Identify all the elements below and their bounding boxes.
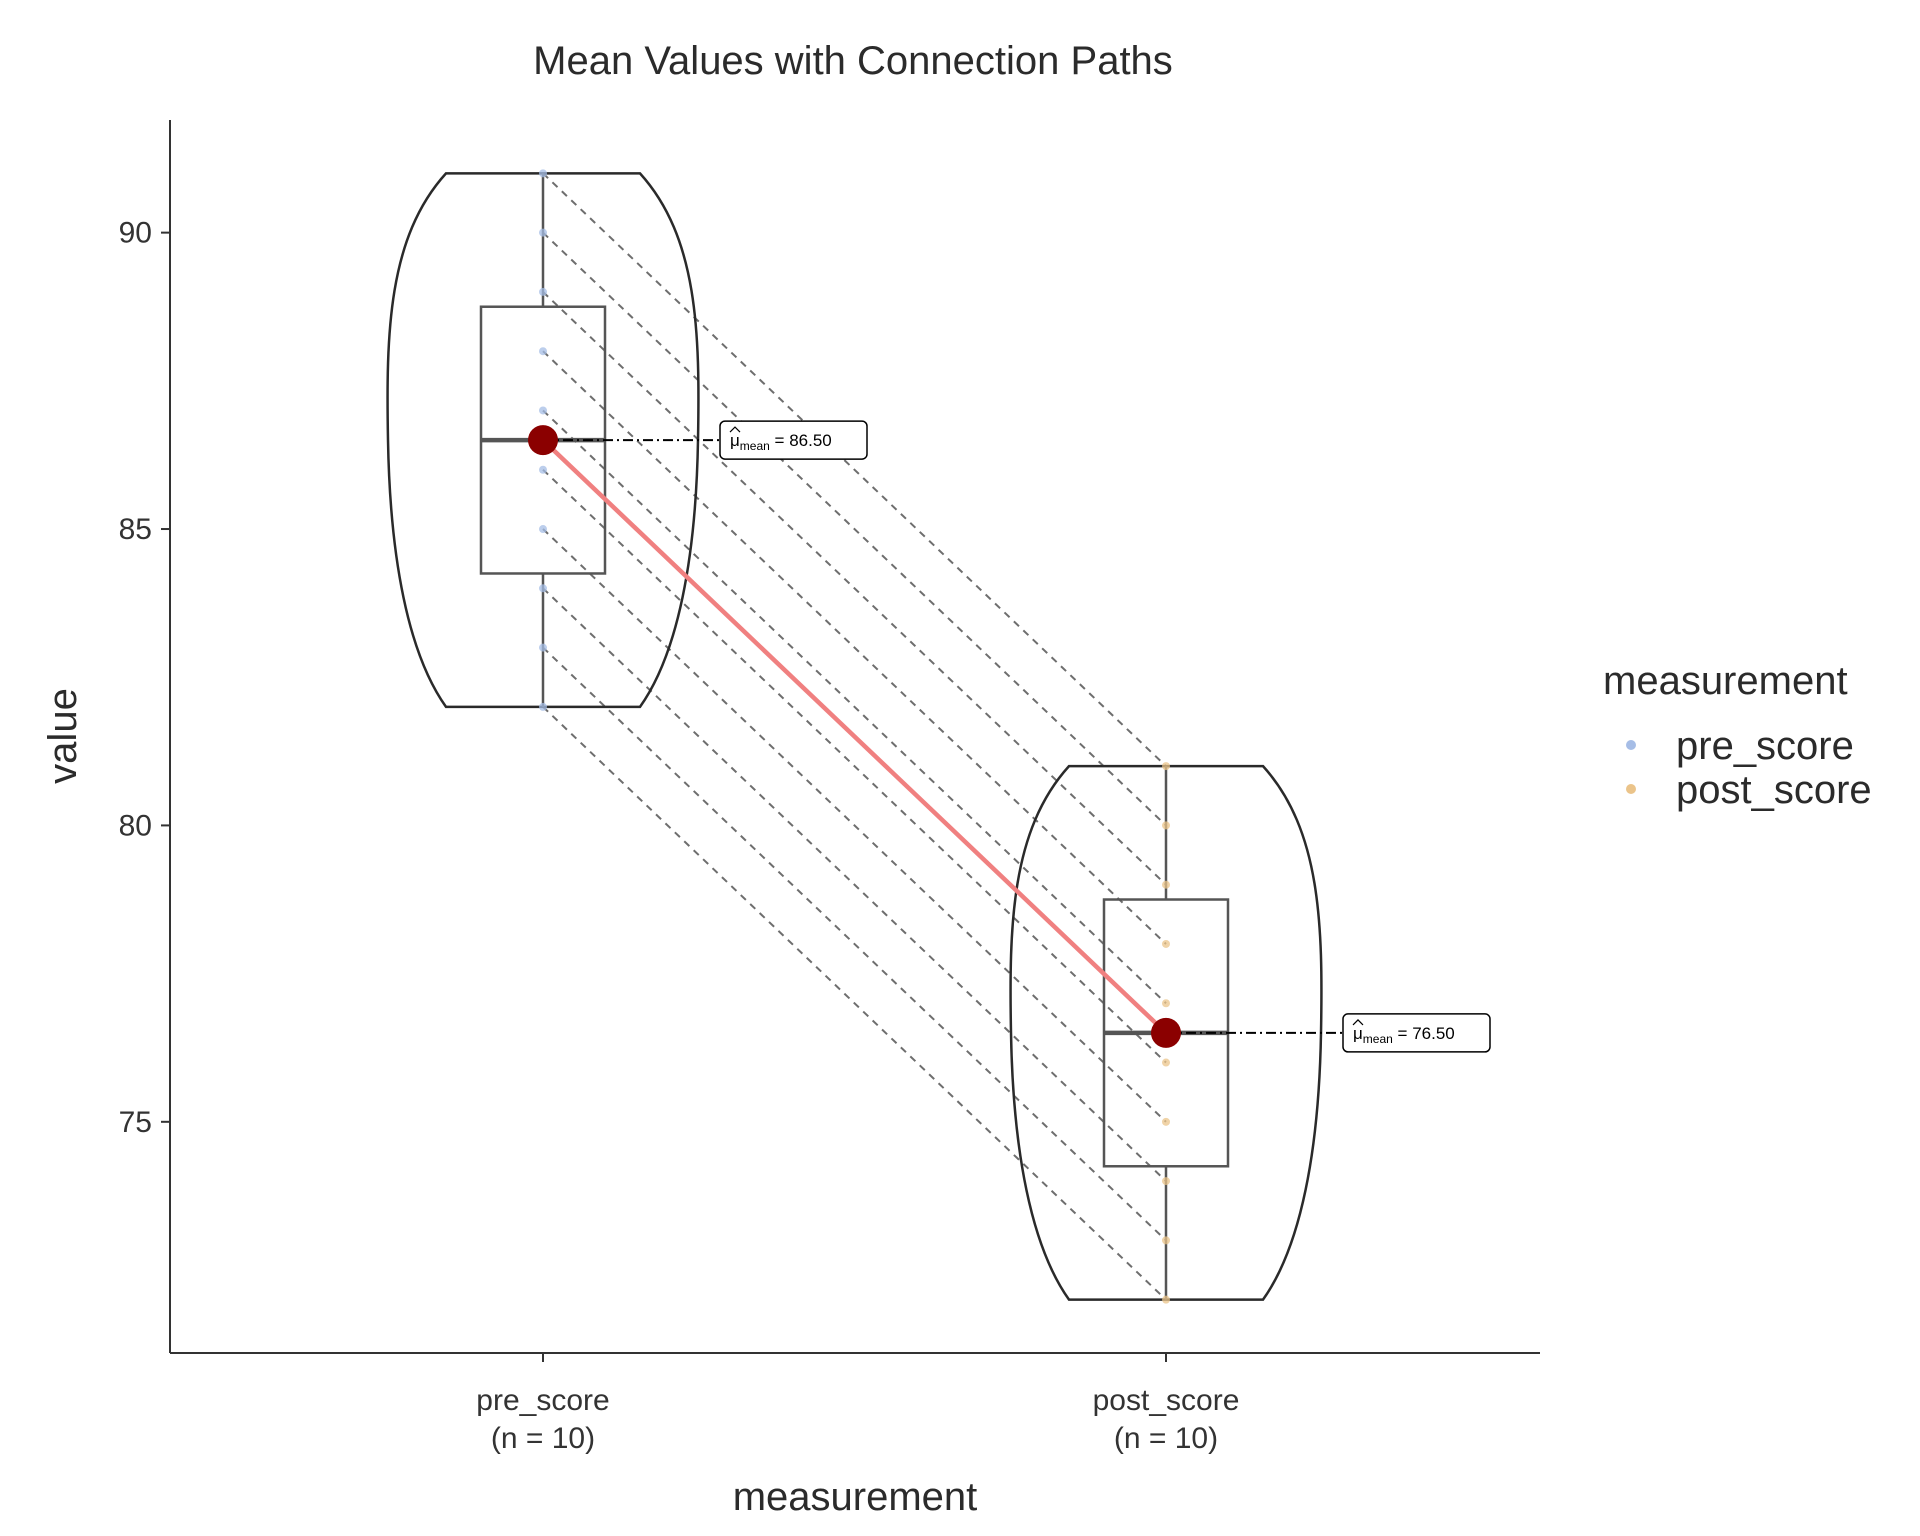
data-point-pre_score bbox=[539, 228, 547, 237]
data-point-post_score bbox=[1162, 1236, 1170, 1245]
mean-hat-mark bbox=[1352, 1019, 1364, 1026]
data-point-pre_score bbox=[539, 287, 547, 296]
mean-label-pre_score: μmean = 86.50 bbox=[719, 420, 868, 460]
data-point-post_score bbox=[1162, 1117, 1170, 1126]
y-axis-title: value bbox=[41, 688, 85, 784]
paired-connection-line bbox=[542, 291, 1167, 886]
mean-label-box bbox=[1342, 1013, 1491, 1053]
paired-connection-line bbox=[542, 172, 1167, 767]
mean-label-box bbox=[719, 420, 868, 460]
data-point-post_score bbox=[1162, 762, 1170, 771]
data-point-post_score bbox=[1162, 1295, 1170, 1304]
data-point-post_score bbox=[1162, 821, 1170, 830]
data-point-pre_score bbox=[539, 406, 547, 415]
paired-connection-line bbox=[542, 231, 1167, 827]
y-tick-label: 85 bbox=[119, 513, 152, 546]
x-tick-n-label: (n = 10) bbox=[1114, 1422, 1218, 1455]
data-point-post_score bbox=[1162, 939, 1170, 948]
violin-pre_score bbox=[386, 172, 700, 709]
mean-connection-line bbox=[541, 438, 1168, 1035]
chart-title: Mean Values with Connection Paths bbox=[533, 39, 1173, 83]
x-tick-label: pre_score bbox=[476, 1384, 609, 1417]
x-axis-ticks: pre_score (n = 10) post_score (n = 10) bbox=[476, 1353, 1239, 1455]
mean-hat-mark bbox=[729, 426, 741, 433]
paired-connection-line bbox=[542, 587, 1167, 1182]
mean-label-text: μmean = 86.50 bbox=[730, 431, 832, 453]
data-point-post_score bbox=[1162, 1058, 1170, 1067]
data-point-pre_score bbox=[539, 169, 547, 178]
y-tick-label: 90 bbox=[119, 217, 152, 250]
data-point-pre_score bbox=[539, 584, 547, 593]
y-tick-label: 80 bbox=[119, 809, 152, 842]
paired-connection-line bbox=[542, 528, 1167, 1123]
data-point-pre_score bbox=[539, 347, 547, 356]
paired-connection-line bbox=[542, 409, 1167, 1004]
mean-label-post_score: μmean = 76.50 bbox=[1342, 1013, 1491, 1053]
paired-connection-line bbox=[542, 706, 1167, 1301]
data-point-pre_score bbox=[539, 702, 547, 711]
plot-area: μmean = 86.50 μmean = 76.50 bbox=[386, 169, 1491, 1304]
y-tick-label: 75 bbox=[119, 1106, 152, 1139]
legend-key-post_score bbox=[1626, 784, 1636, 794]
y-axis-ticks: 75 80 85 90 bbox=[119, 217, 170, 1139]
x-axis-title: measurement bbox=[733, 1475, 978, 1519]
x-tick-n-label: (n = 10) bbox=[491, 1422, 595, 1455]
paired-connection-line bbox=[542, 350, 1167, 945]
legend-title: measurement bbox=[1603, 659, 1848, 703]
data-point-post_score bbox=[1162, 1177, 1170, 1186]
legend-label-post_score: post_score bbox=[1676, 768, 1872, 812]
data-point-post_score bbox=[1162, 999, 1170, 1008]
legend-key-pre_score bbox=[1626, 740, 1636, 750]
paired-connection-line bbox=[542, 469, 1167, 1064]
mean-point-pre_score bbox=[528, 425, 558, 456]
violin-post_score bbox=[1009, 764, 1323, 1301]
x-tick-label: post_score bbox=[1093, 1384, 1240, 1417]
data-point-post_score bbox=[1162, 880, 1170, 889]
data-point-pre_score bbox=[539, 643, 547, 652]
data-point-pre_score bbox=[539, 465, 547, 474]
data-point-pre_score bbox=[539, 525, 547, 534]
legend-label-pre_score: pre_score bbox=[1676, 724, 1854, 768]
mean-label-text: μmean = 76.50 bbox=[1353, 1024, 1455, 1046]
mean-point-post_score bbox=[1151, 1017, 1181, 1048]
paired-connection-line bbox=[542, 646, 1167, 1242]
